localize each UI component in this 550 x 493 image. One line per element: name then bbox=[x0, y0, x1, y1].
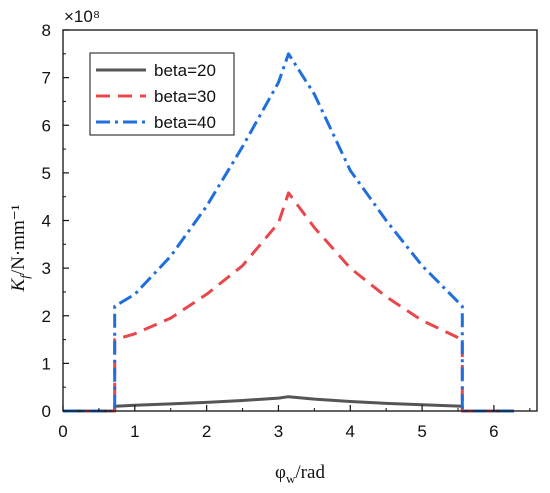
x-tick-label: 5 bbox=[417, 422, 426, 441]
x-tick-label: 3 bbox=[274, 422, 283, 441]
x-tick-label: 1 bbox=[130, 422, 139, 441]
y-axis-label-main: K bbox=[8, 277, 29, 292]
legend-label: beta=20 bbox=[154, 61, 216, 80]
x-axis-label-main: φ bbox=[275, 462, 286, 483]
y-tick-label: 2 bbox=[42, 307, 51, 326]
axes: 0 1 2 3 4 5 6 0 1 2 3 4 5 6 7 8 bbox=[42, 21, 538, 441]
x-tick-label: 2 bbox=[202, 422, 211, 441]
legend-box bbox=[89, 52, 235, 136]
x-axis-label-unit: /rad bbox=[295, 462, 325, 483]
x-tick-label: 6 bbox=[489, 422, 498, 441]
y-tick-label: 5 bbox=[42, 164, 51, 183]
y-tick-label: 3 bbox=[42, 259, 51, 278]
x-tick-label: 0 bbox=[58, 422, 67, 441]
y-multiplier-label: ×10⁸ bbox=[64, 7, 100, 26]
series-line-beta-30 bbox=[63, 191, 514, 413]
y-tick-label: 1 bbox=[42, 354, 51, 373]
y-tick-label: 7 bbox=[42, 69, 51, 88]
x-tick-label: 4 bbox=[346, 422, 355, 441]
y-axis-label-sub: f bbox=[17, 273, 32, 279]
x-axis-label-sub: w bbox=[286, 471, 296, 486]
legend: beta=20 beta=30 beta=40 bbox=[89, 52, 235, 136]
y-tick-label: 0 bbox=[42, 402, 51, 421]
series-line-beta-40 bbox=[63, 52, 514, 413]
plot-area bbox=[63, 52, 514, 413]
y-tick-label: 8 bbox=[42, 21, 51, 40]
y-axis-label: Kf/N·mm⁻¹ bbox=[8, 204, 32, 292]
y-tick-label: 4 bbox=[42, 212, 51, 231]
legend-label: beta=30 bbox=[154, 87, 216, 106]
x-axis-label: φw/rad bbox=[275, 462, 325, 486]
y-tick-label: 6 bbox=[42, 116, 51, 135]
series-line-beta-20 bbox=[63, 395, 514, 413]
y-axis-label-unit: /N·mm⁻¹ bbox=[8, 204, 29, 275]
legend-label: beta=40 bbox=[154, 113, 216, 132]
